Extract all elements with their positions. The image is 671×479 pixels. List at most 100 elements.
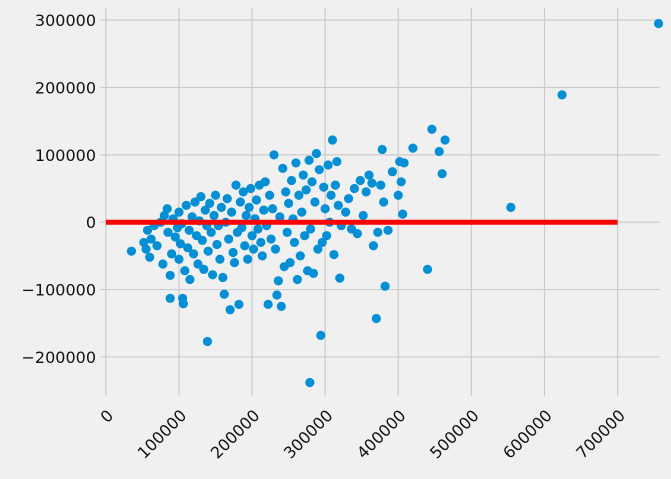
data-point xyxy=(379,197,389,207)
data-point xyxy=(256,237,266,248)
data-point xyxy=(269,150,279,160)
data-point xyxy=(145,252,155,262)
data-point xyxy=(259,205,269,215)
data-point xyxy=(437,169,447,179)
data-point xyxy=(314,165,324,175)
data-point xyxy=(251,195,262,205)
data-point xyxy=(300,231,310,241)
data-point xyxy=(199,264,209,274)
data-point xyxy=(215,254,225,264)
data-point xyxy=(234,299,244,309)
data-point xyxy=(248,244,259,254)
data-point xyxy=(247,231,257,241)
data-point xyxy=(316,330,326,340)
data-point xyxy=(557,90,567,100)
data-point xyxy=(319,182,329,192)
data-point xyxy=(383,225,393,235)
data-point xyxy=(202,336,213,347)
data-point xyxy=(222,194,232,204)
data-point xyxy=(265,190,275,200)
data-point xyxy=(210,190,221,200)
data-point xyxy=(308,268,319,279)
data-point xyxy=(286,175,297,186)
data-point xyxy=(380,281,390,291)
data-point xyxy=(440,135,450,145)
data-point xyxy=(653,18,664,29)
data-point xyxy=(322,231,332,241)
data-point xyxy=(203,246,213,256)
data-point xyxy=(275,212,285,222)
data-point xyxy=(240,241,250,251)
data-point xyxy=(284,198,294,208)
data-point xyxy=(181,200,191,210)
data-point xyxy=(196,192,206,202)
data-point xyxy=(298,170,308,180)
data-point xyxy=(167,249,177,259)
data-point xyxy=(253,224,263,234)
data-point xyxy=(371,313,381,324)
data-point xyxy=(364,170,374,180)
data-point xyxy=(174,254,184,264)
data-point xyxy=(317,237,327,248)
data-point xyxy=(216,202,226,212)
data-point xyxy=(396,177,406,187)
data-point xyxy=(165,270,175,281)
data-point xyxy=(244,202,254,212)
data-point xyxy=(434,146,444,157)
data-point xyxy=(158,259,168,269)
data-point xyxy=(184,225,194,235)
data-point xyxy=(305,377,315,388)
data-point xyxy=(393,190,403,200)
data-point xyxy=(273,276,283,286)
data-point xyxy=(142,225,153,235)
data-point xyxy=(178,299,188,309)
data-point xyxy=(368,241,379,251)
data-point xyxy=(295,251,305,261)
data-point xyxy=(219,289,229,299)
data-point xyxy=(335,273,345,283)
data-point xyxy=(281,187,291,197)
data-point xyxy=(332,156,342,167)
data-point xyxy=(307,177,317,187)
data-point xyxy=(197,235,207,245)
data-point xyxy=(224,234,234,244)
data-point xyxy=(276,301,286,312)
data-point xyxy=(330,180,341,190)
data-point xyxy=(377,144,387,155)
data-point xyxy=(427,124,437,134)
data-point xyxy=(266,234,276,244)
data-point xyxy=(162,204,172,214)
data-point xyxy=(506,202,516,212)
data-point xyxy=(272,290,282,300)
data-point xyxy=(278,163,288,173)
data-point xyxy=(185,274,195,285)
data-point xyxy=(313,244,323,254)
data-point xyxy=(231,180,241,190)
data-point xyxy=(126,246,137,256)
data-point xyxy=(320,204,330,214)
data-point xyxy=(207,270,218,280)
data-point xyxy=(218,272,228,283)
y-tick-label: 300000 xyxy=(35,11,96,30)
data-point xyxy=(282,227,292,237)
data-point xyxy=(352,229,362,239)
data-point xyxy=(270,244,281,254)
data-point xyxy=(289,237,300,248)
data-point xyxy=(165,293,175,303)
data-point xyxy=(212,239,222,250)
data-point xyxy=(326,190,336,200)
data-point xyxy=(246,183,256,194)
data-point xyxy=(311,148,321,159)
data-point xyxy=(376,180,386,190)
data-point xyxy=(209,210,219,221)
data-point xyxy=(349,183,360,194)
data-point xyxy=(235,197,245,207)
data-point xyxy=(163,227,173,237)
data-point xyxy=(422,264,433,274)
data-point xyxy=(329,249,339,260)
data-point xyxy=(343,194,354,204)
data-point xyxy=(285,258,295,268)
data-point xyxy=(323,160,333,170)
data-point xyxy=(226,207,237,217)
